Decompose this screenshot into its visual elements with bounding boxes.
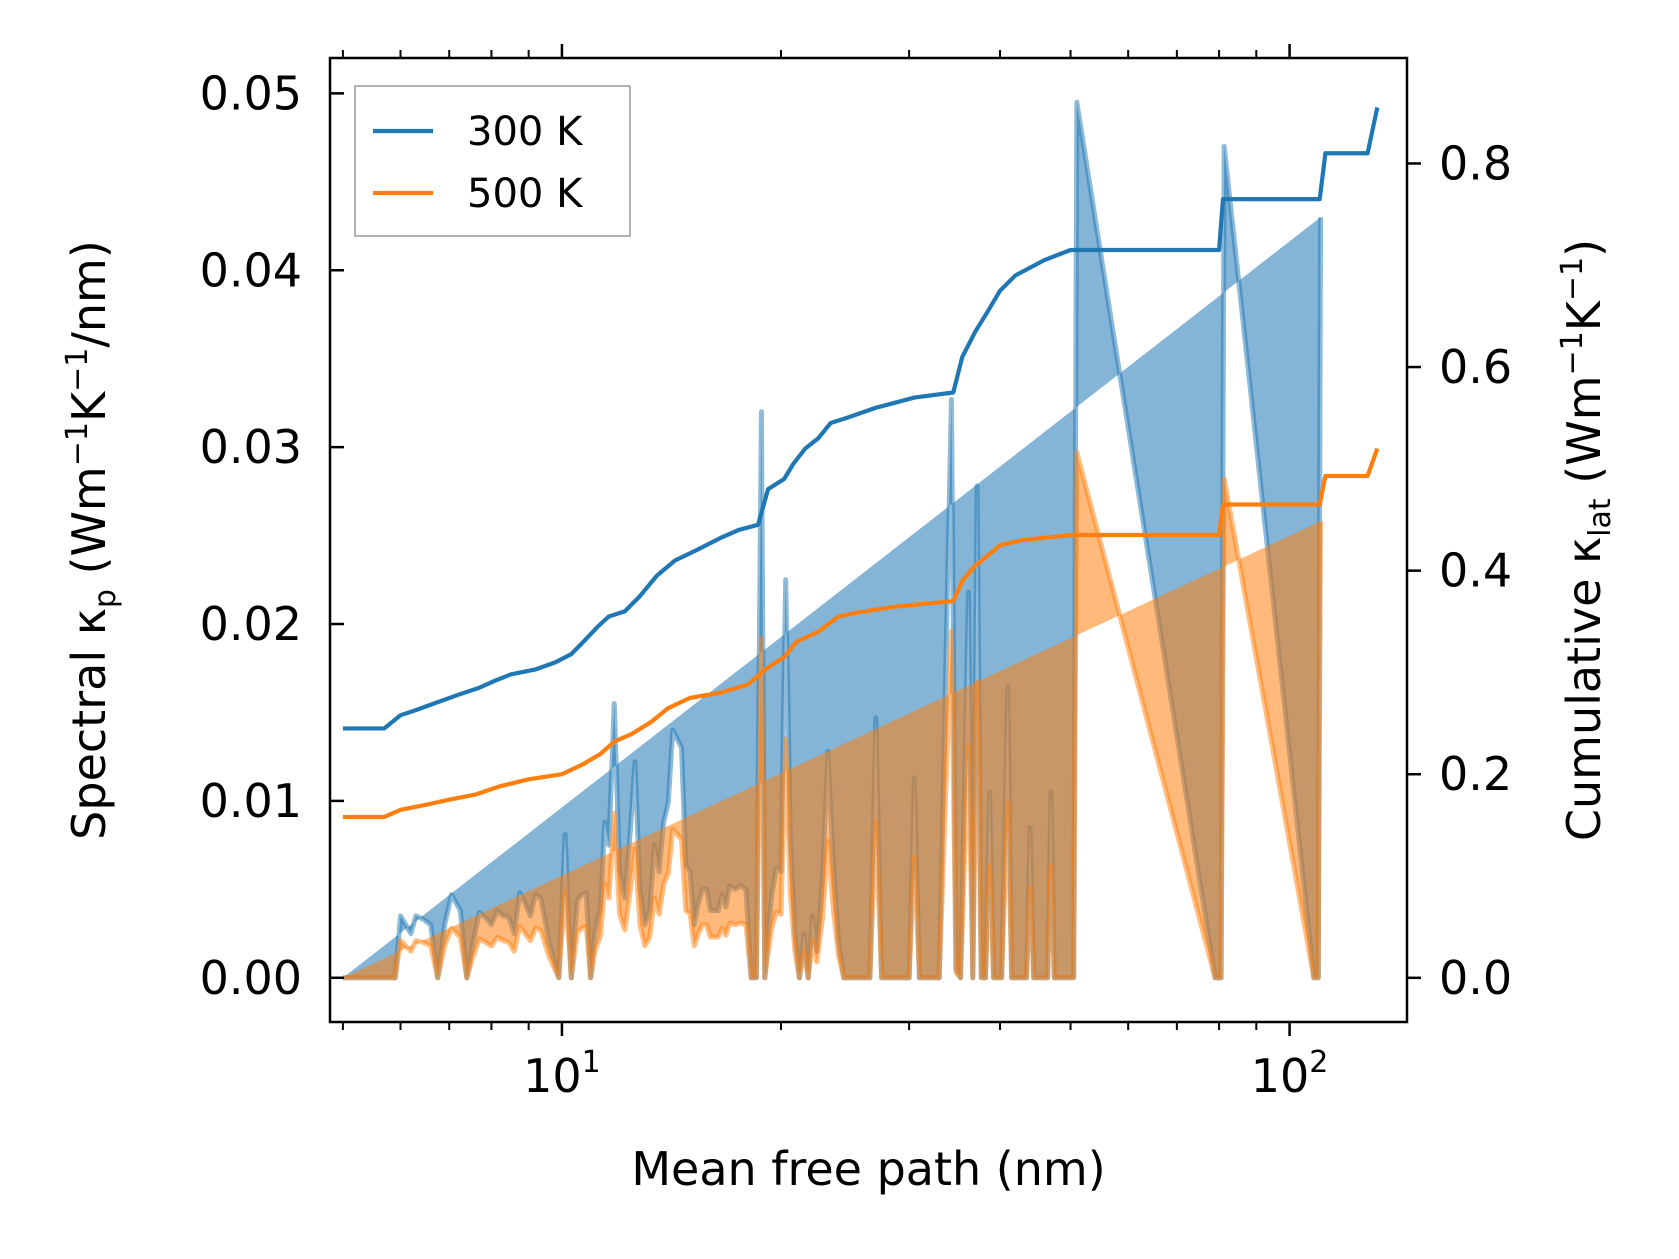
x-tick-label: 102 xyxy=(1251,1045,1329,1103)
y-left-tick-label: 0.03 xyxy=(200,420,302,474)
y-right-axis-title-text: Cumulative κ xyxy=(1557,537,1611,841)
x-axis-title: Mean free path (nm) xyxy=(631,1142,1105,1196)
y-left-tick-label: 0.05 xyxy=(200,66,302,120)
y-left-tick-label: 0.04 xyxy=(200,243,302,297)
plot-frame xyxy=(328,56,1409,1024)
y-left-axis-title-sup1: −1 xyxy=(60,422,95,466)
y-right-tick-label: 0.4 xyxy=(1439,544,1512,598)
y-right-axis-title-units-mid: K xyxy=(1557,299,1611,331)
y-left-axis-title-units-mid: K xyxy=(62,390,116,422)
x-tick-exponent: 2 xyxy=(1309,1045,1328,1080)
axis-titles: Mean free path (nm)Spectral κp (Wm−1K−1/… xyxy=(60,239,1618,1196)
y-right-axis-title-units-close: ) xyxy=(1557,239,1611,257)
cumulative-line-0 xyxy=(342,107,1380,731)
y-right-tick-label: 0.8 xyxy=(1439,136,1512,190)
x-tick-exponent: 1 xyxy=(582,1045,601,1080)
legend: 300 K 500 K xyxy=(354,85,631,237)
y-right-axis-title-sup1: −1 xyxy=(1555,331,1590,375)
legend-label-0: 300 K xyxy=(467,109,584,155)
y-right-axis-title-units-open: (Wm xyxy=(1557,375,1611,498)
y-right-tick-label: 0.2 xyxy=(1439,747,1512,801)
y-right-tick-label: 0.0 xyxy=(1439,951,1512,1005)
legend-box xyxy=(354,85,631,237)
y-left-axis-title-text: Spectral κ xyxy=(62,608,116,840)
y-left-axis-title-units-open: (Wm xyxy=(62,466,116,589)
x-tick-base: 10 xyxy=(1251,1049,1310,1103)
spectral-layer xyxy=(342,99,1324,981)
y-left-tick-label: 0.00 xyxy=(200,951,302,1005)
y-left-axis-title: Spectral κp (Wm−1K−1/nm) xyxy=(60,240,123,840)
cumulative-layer xyxy=(342,107,1380,820)
legend-label-1: 500 K xyxy=(467,171,584,217)
y-left-axis-title-subscript: p xyxy=(88,589,123,608)
y-right-axis-title-subscript: lat xyxy=(1583,498,1618,537)
x-tick-base: 10 xyxy=(523,1049,582,1103)
y-right-axis-title-sup2: −1 xyxy=(1555,257,1590,301)
spectral-line-1 xyxy=(342,449,1324,981)
y-left-tick-label: 0.02 xyxy=(200,597,302,651)
y-right-axis-title: Cumulative κlat (Wm−1K−1) xyxy=(1555,239,1618,841)
x-tick-label: 101 xyxy=(523,1045,601,1103)
cumulative-line-1 xyxy=(342,447,1380,820)
y-right-tick-label: 0.6 xyxy=(1439,340,1512,394)
y-left-tick-label: 0.01 xyxy=(200,774,302,828)
axes-layer: 101 1020.000.010.020.030.040.050.00.20.40… xyxy=(200,44,1512,1103)
y-left-axis-title-sup2: −1 xyxy=(60,348,95,392)
y-left-axis-title-units-close: /nm) xyxy=(62,240,116,347)
